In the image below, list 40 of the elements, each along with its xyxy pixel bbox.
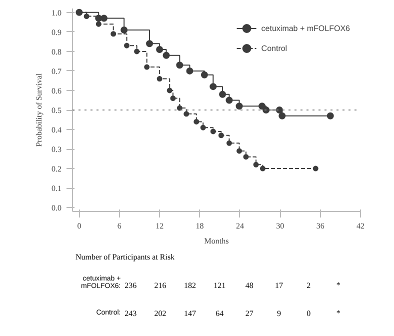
text: 2	[306, 281, 311, 290]
text: 27	[245, 309, 254, 318]
x-tick-label: 12	[156, 222, 164, 230]
y-tick-label: 0.0	[52, 204, 62, 213]
x-axis-title: Months	[204, 236, 229, 246]
legend-label: Control	[261, 44, 288, 52]
text: 243	[124, 309, 137, 318]
text: 9	[276, 309, 281, 318]
text: 17	[274, 281, 283, 290]
y-tick-label: 0.6	[52, 86, 62, 96]
x-tick-label: 18	[196, 222, 204, 230]
text: 64	[216, 309, 224, 318]
text: 48	[245, 281, 254, 290]
x-tick-label: 36	[316, 222, 324, 230]
text: 216	[154, 281, 166, 290]
x-tick-label: 0	[77, 222, 82, 230]
legend-label: cetuximab + mFOLFOX6	[261, 24, 350, 32]
text: 147	[184, 309, 196, 318]
x-tick-label: 42	[356, 222, 364, 230]
text: Number of Participants at Risk	[75, 252, 175, 262]
text: 202	[154, 309, 166, 318]
y-tick-label: 0.9	[52, 28, 62, 37]
text: 236	[124, 281, 137, 290]
y-tick-label: 0.1	[52, 184, 62, 194]
text: 182	[184, 281, 196, 290]
y-tick-label: 0.2	[52, 164, 62, 174]
y-tick-label: 0.4	[52, 126, 62, 135]
text: *	[336, 280, 340, 290]
x-tick-label: 30	[276, 222, 284, 230]
x-tick-label: 6	[117, 222, 122, 230]
x-tick-label: 24	[236, 222, 244, 230]
y-tick-label: 0.7	[52, 66, 62, 76]
text: 0	[306, 309, 311, 318]
y-tick-label: 0.3	[52, 145, 62, 154]
y-tick-label: 0.5	[52, 106, 62, 115]
y-tick-label: 1.0	[52, 8, 62, 18]
text: *	[336, 308, 340, 318]
y-axis-title: Probability of Survival	[34, 72, 44, 147]
text: 121	[214, 281, 226, 290]
y-tick-label: 0.8	[52, 47, 62, 56]
